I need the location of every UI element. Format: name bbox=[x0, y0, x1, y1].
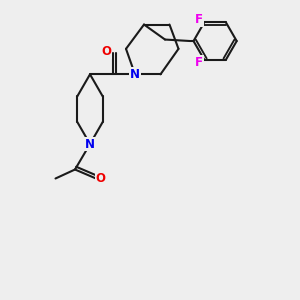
Text: F: F bbox=[195, 14, 203, 26]
Text: N: N bbox=[85, 137, 95, 151]
Text: O: O bbox=[101, 45, 111, 58]
Text: N: N bbox=[130, 68, 140, 81]
Text: F: F bbox=[195, 56, 203, 69]
Text: O: O bbox=[95, 172, 106, 185]
